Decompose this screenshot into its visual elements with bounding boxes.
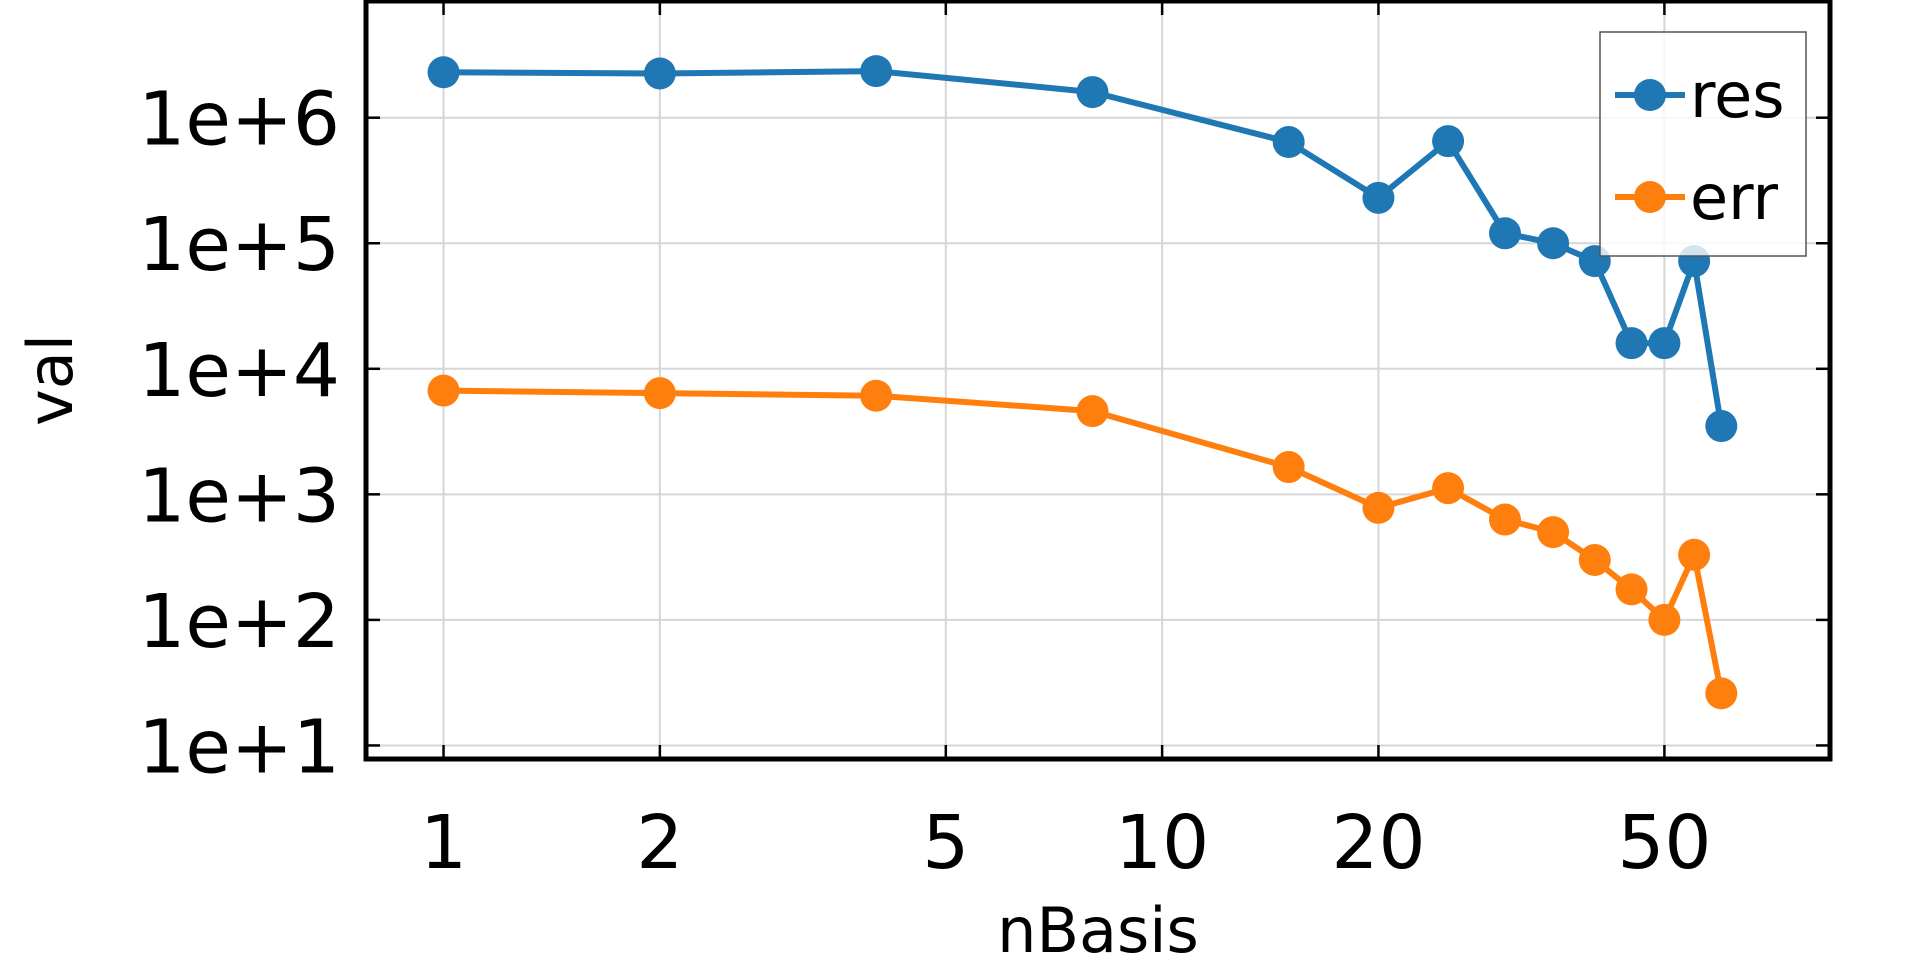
x-tick-label: 20	[1331, 800, 1425, 886]
legend-marker-err	[1634, 181, 1666, 213]
series-res	[427, 55, 1738, 443]
x-tick-label: 5	[922, 800, 969, 886]
x-tick-label: 2	[636, 800, 683, 886]
y-tick-label: 1e+1	[138, 704, 340, 790]
y-tick-label: 1e+4	[138, 328, 340, 414]
y-axis-label: val	[14, 334, 87, 426]
data-point-err	[1488, 503, 1521, 536]
data-point-err	[1678, 538, 1711, 571]
y-tick-label: 1e+2	[138, 579, 340, 665]
x-tick-label: 50	[1617, 800, 1711, 886]
plot-frame	[363, 0, 1833, 762]
legend-label-err: err	[1690, 161, 1779, 234]
data-point-err	[860, 379, 893, 412]
y-tick-label: 1e+3	[138, 453, 340, 539]
x-tick-label: 10	[1115, 800, 1209, 886]
data-point-res	[1648, 327, 1681, 360]
series-line-err	[443, 387, 1725, 694]
series-err	[427, 374, 1738, 710]
data-point-err	[1615, 573, 1648, 606]
data-point-res	[1272, 126, 1305, 159]
data-point-res	[1076, 76, 1109, 109]
data-point-res	[1705, 410, 1738, 443]
data-point-res	[860, 55, 893, 88]
data-point-res	[1615, 327, 1648, 360]
data-point-res	[1537, 227, 1570, 260]
data-point-err	[1076, 395, 1109, 428]
data-point-res	[1488, 217, 1521, 250]
x-tick-label: 1	[420, 800, 467, 886]
y-tick-label: 1e+6	[138, 77, 340, 163]
series-line-res	[443, 68, 1725, 427]
data-point-err	[1537, 516, 1570, 549]
legend-marker-res	[1634, 79, 1666, 111]
data-point-err	[643, 377, 676, 410]
data-point-err	[1705, 677, 1738, 710]
data-point-err	[1272, 451, 1305, 484]
legend-label-res: res	[1690, 59, 1785, 132]
data-point-res	[1432, 125, 1465, 158]
data-point-err	[1648, 603, 1681, 636]
data-point-res	[427, 56, 460, 89]
y-tick-label: 1e+5	[138, 202, 340, 288]
data-point-err	[1578, 543, 1611, 576]
axis-ticks: 1 2 5 10 20 50 1e+1 1e+2 1e+3 1e+4 1e+5 1e+6	[138, 1, 1830, 886]
series-lines	[427, 55, 1738, 710]
data-point-err	[1432, 472, 1465, 505]
data-point-err	[1362, 491, 1395, 524]
data-point-res	[1362, 181, 1395, 214]
data-point-res	[643, 57, 676, 90]
legend-box	[1599, 31, 1807, 257]
legend: res err	[1599, 31, 1807, 257]
x-axis-label: nBasis	[997, 894, 1199, 960]
data-point-err	[427, 374, 460, 407]
